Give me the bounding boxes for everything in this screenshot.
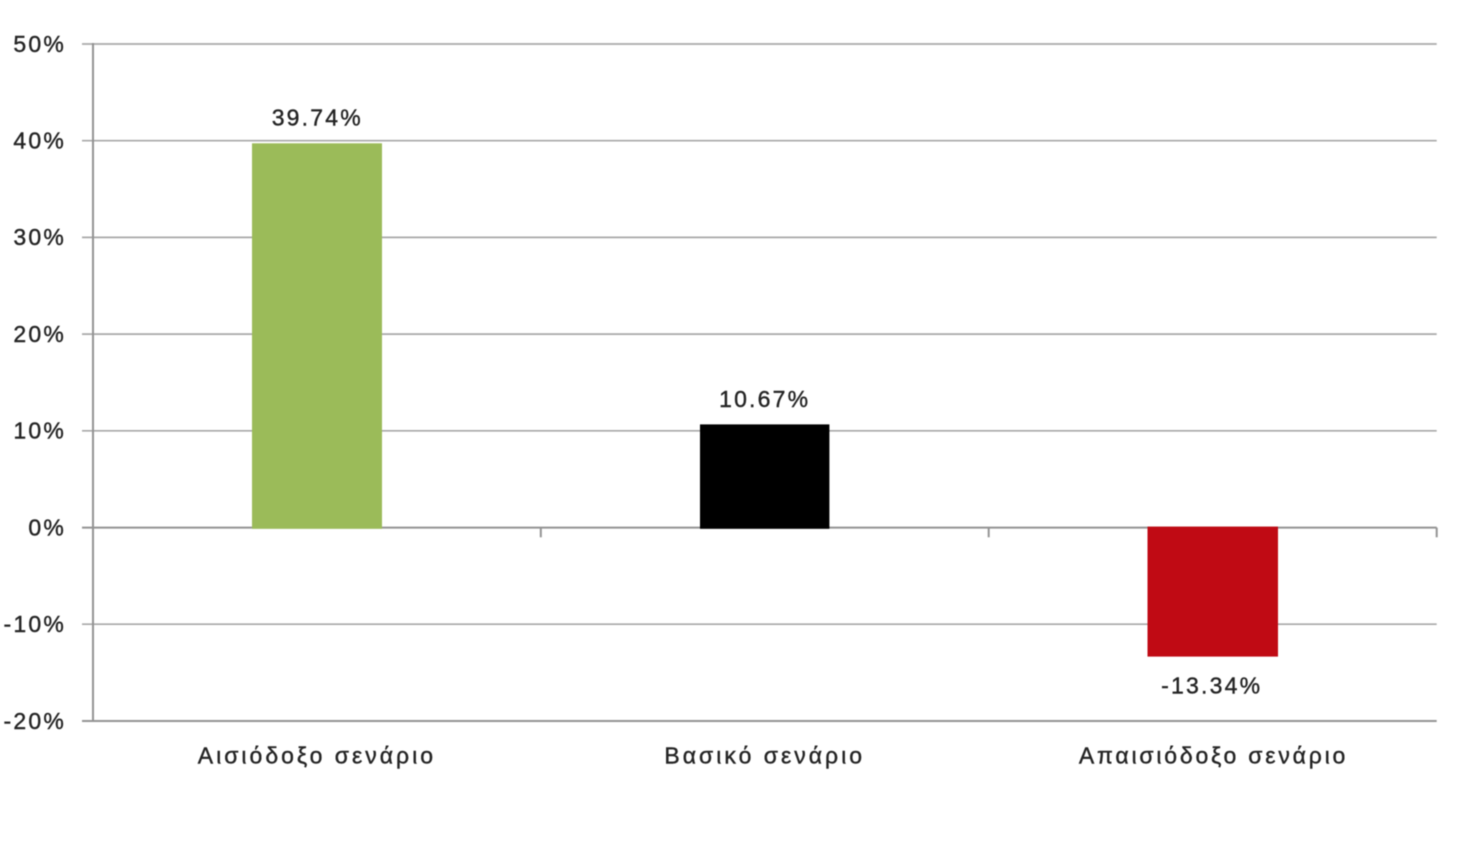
svg-text:0%: 0% xyxy=(28,514,66,540)
svg-text:30%: 30% xyxy=(13,224,66,250)
svg-text:40%: 40% xyxy=(13,128,66,154)
svg-text:-20%: -20% xyxy=(4,708,67,734)
svg-text:Απαισιόδοξο σενάριο: Απαισιόδοξο σενάριο xyxy=(1079,742,1348,768)
svg-text:20%: 20% xyxy=(13,321,66,347)
svg-text:-13.34%: -13.34% xyxy=(1161,673,1262,699)
svg-text:10.67%: 10.67% xyxy=(719,386,810,412)
svg-text:39.74%: 39.74% xyxy=(272,104,363,130)
svg-text:50%: 50% xyxy=(13,31,66,57)
svg-text:Αισιόδοξο σενάριο: Αισιόδοξο σενάριο xyxy=(198,742,436,768)
svg-text:Βασικό σενάριο: Βασικό σενάριο xyxy=(664,742,865,768)
svg-text:10%: 10% xyxy=(13,418,66,444)
svg-text:-10%: -10% xyxy=(4,611,67,637)
